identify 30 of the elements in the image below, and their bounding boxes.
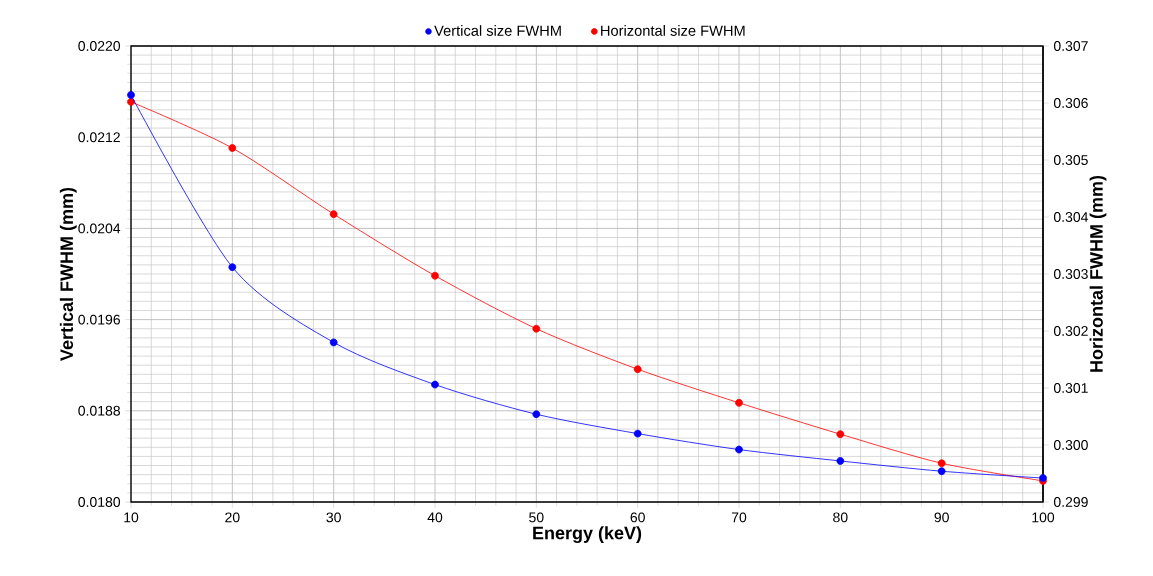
legend-label: Vertical size FWHM	[434, 25, 561, 36]
y2-tick-label: 0.299	[1053, 497, 1088, 507]
y2-tick-label: 0.303	[1053, 269, 1088, 279]
x-tick-label: 50	[529, 512, 544, 523]
y2-axis-title: Horizontal FWHM (mm)	[1089, 175, 1107, 372]
x-tick-label: 10	[124, 512, 139, 523]
y-tick-label: 0.0188	[78, 405, 120, 416]
y2-tick-label: 0.300	[1053, 440, 1088, 450]
legend-label: Horizontal size FWHM	[601, 25, 745, 36]
x-tick-label: 70	[731, 512, 747, 523]
x-axis-title: Energy (keV)	[533, 526, 642, 543]
x-tick-label: 20	[225, 512, 240, 523]
x-tick-label: 90	[934, 512, 949, 523]
x-tick-label: 100	[1032, 512, 1055, 523]
y-tick-label: 0.0204	[78, 223, 121, 234]
x-tick-label: 40	[427, 512, 443, 523]
y-tick-label: 0.0180	[78, 497, 121, 507]
y2-tick-label: 0.306	[1053, 98, 1088, 108]
y-tick-label: 0.0196	[78, 314, 120, 325]
x-tick-label: 30	[326, 512, 341, 523]
y2-tick-label: 0.304	[1053, 212, 1089, 222]
y-axis-title: Vertical FWHM (mm)	[59, 187, 77, 361]
y2-tick-label: 0.307	[1053, 41, 1088, 51]
x-tick-label: 60	[630, 512, 645, 523]
y-tick-label: 0.0212	[78, 132, 120, 143]
x-tick-label: 80	[833, 512, 848, 523]
y-tick-label: 0.0220	[78, 41, 121, 51]
y2-tick-label: 0.305	[1053, 155, 1088, 165]
y2-tick-label: 0.301	[1053, 383, 1088, 393]
y2-tick-label: 0.302	[1053, 326, 1088, 336]
